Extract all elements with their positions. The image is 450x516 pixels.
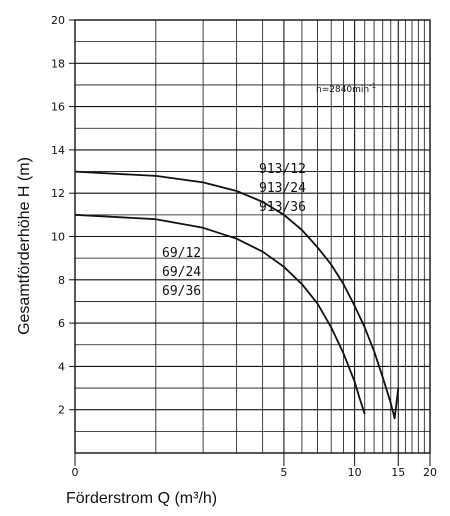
speed-annotation: n=2840min-1 [316, 82, 376, 95]
series-label: 69/24 [162, 265, 201, 280]
y-tick-label: 10 [51, 231, 65, 244]
series-label: 913/36 [259, 200, 306, 215]
series-label: 69/12 [162, 246, 201, 261]
y-tick-label: 14 [51, 144, 65, 157]
y-tick-label: 8 [58, 274, 65, 287]
y-tick-label: 20 [51, 14, 65, 27]
x-axis-label: Förderstrom Q (m³/h) [66, 490, 217, 507]
y-tick-label: 16 [51, 101, 65, 114]
pump-curve-line [74, 170, 400, 420]
series-label-69: 69/12 69/24 69/36 [162, 246, 201, 299]
x-tick-label: 15 [391, 466, 405, 479]
x-tick-labels: 0 5 10 15 20 [72, 453, 437, 479]
y-tick-label: 4 [58, 360, 65, 373]
grid [75, 19, 430, 454]
pump-curve-line [74, 213, 366, 415]
series-label: 913/24 [259, 181, 306, 196]
y-tick-label: 6 [58, 317, 65, 330]
x-tick-label: 0 [72, 466, 79, 479]
series-label: 69/36 [162, 284, 201, 299]
pump-curves [74, 170, 400, 420]
y-tick-label: 12 [51, 187, 65, 200]
x-tick-label: 20 [423, 466, 437, 479]
y-axis-label: Gesamtförderhöhe H (m) [16, 157, 33, 335]
y-tick-label: 2 [58, 404, 65, 417]
series-label: 913/12 [259, 162, 306, 177]
series-label-913: 913/12 913/24 913/36 [259, 162, 306, 215]
y-tick-label: 18 [51, 57, 65, 70]
x-tick-label: 5 [280, 466, 287, 479]
y-tick-labels: 2 4 6 8 10 12 14 16 18 20 [51, 14, 75, 417]
x-tick-label: 10 [348, 466, 362, 479]
